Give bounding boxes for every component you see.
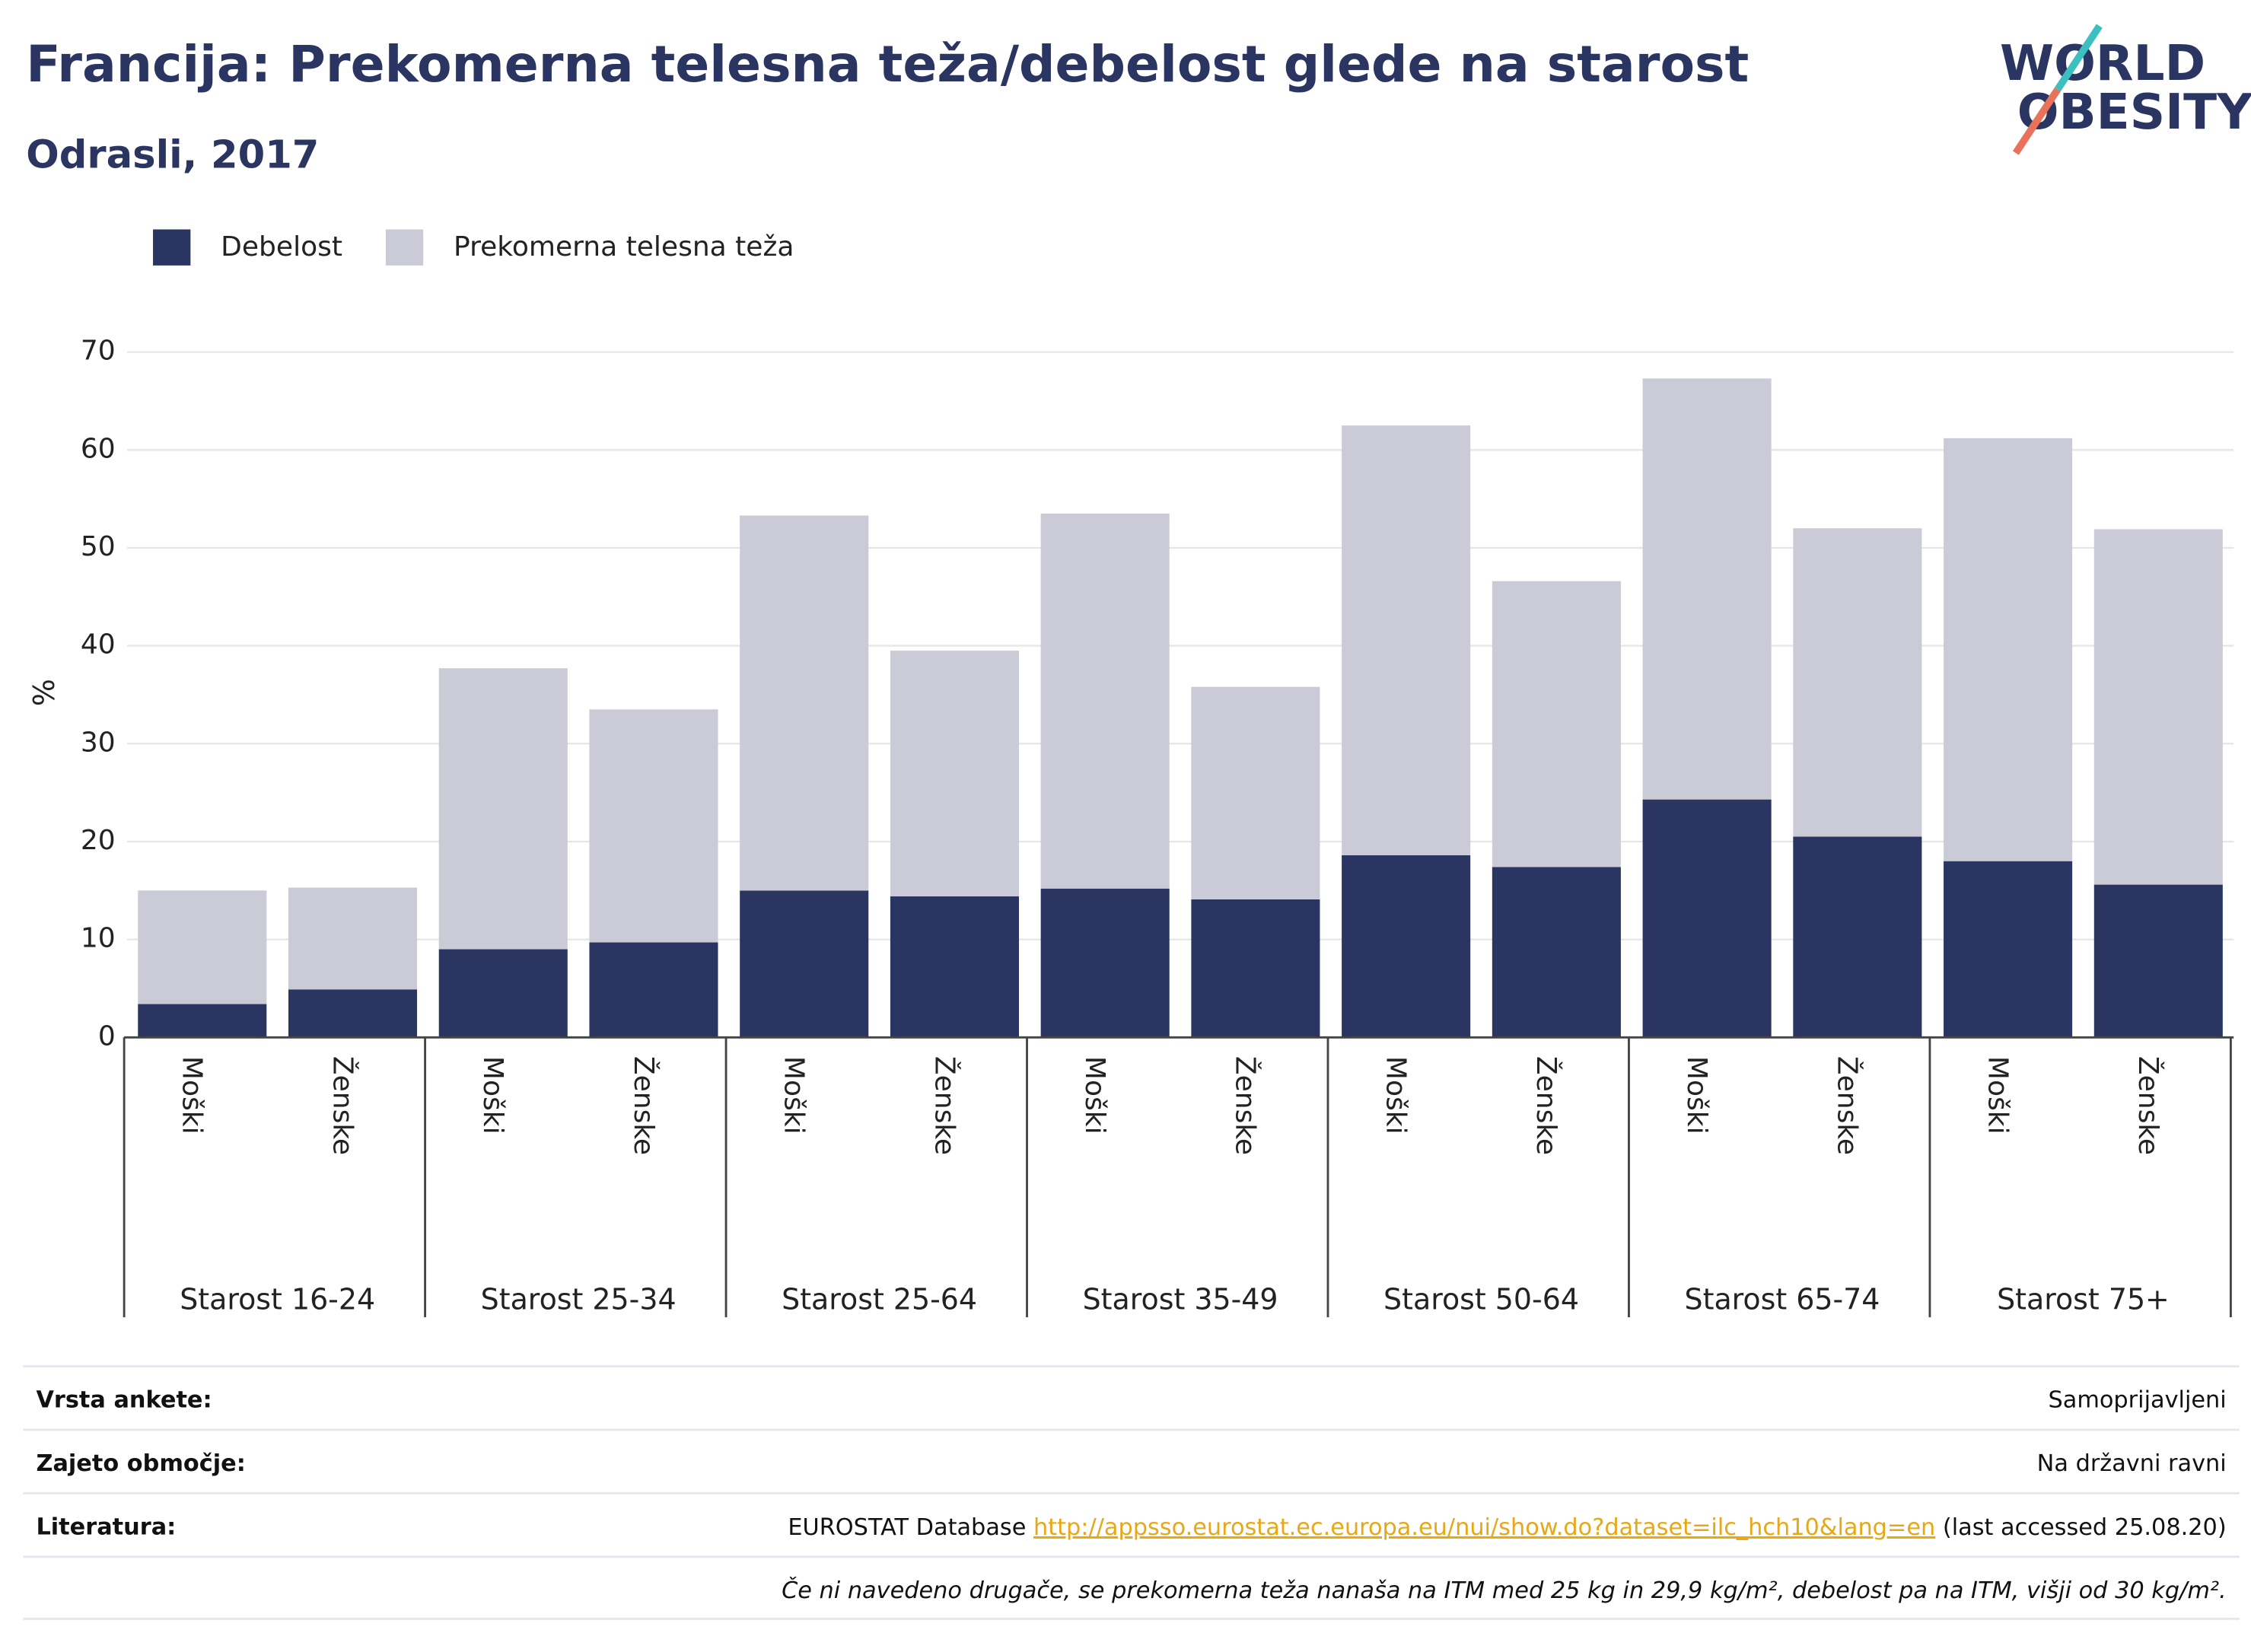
legend-label: Debelost (221, 231, 342, 263)
y-tick-label: 70 (81, 336, 116, 367)
group-label: Starost 75+ (1997, 1283, 2170, 1316)
bar-segment (1040, 888, 1170, 1038)
bar-segment (589, 942, 718, 1038)
group-label: Starost 25-64 (782, 1283, 977, 1316)
source-link[interactable]: http://appsso.eurostat.ec.europa.eu/nui/… (1033, 1514, 1935, 1540)
y-tick-label: 30 (81, 727, 116, 758)
logo-slash-top (2054, 24, 2103, 92)
bar-segment (1342, 425, 1471, 855)
y-tick-label: 20 (81, 825, 116, 856)
bar-segment (1492, 581, 1621, 867)
footer-value: Na državni ravni (2037, 1450, 2227, 1477)
x-tick-label: Ženske (1832, 1056, 1864, 1155)
bar-segment (1793, 528, 1922, 837)
bar-segment (589, 709, 718, 943)
bar-segment (1492, 867, 1621, 1038)
x-tick-label: Ženske (628, 1056, 660, 1155)
x-tick-label: Moški (1681, 1056, 1712, 1135)
bar-segment (438, 949, 568, 1038)
x-tick-label: Moški (477, 1056, 508, 1135)
bar-segment (138, 1004, 267, 1038)
logo-line1: WORLD (2000, 35, 2205, 92)
bar-segment (890, 651, 1019, 897)
logo-slash-bottom (2012, 87, 2061, 155)
group-label: Starost 25-34 (481, 1283, 677, 1316)
group-label: Starost 50-64 (1383, 1283, 1579, 1316)
y-tick-label: 10 (81, 923, 116, 954)
x-tick-label: Moški (778, 1056, 810, 1135)
logo: WORLD OBESITY (2000, 24, 2251, 155)
group-label: Starost 65-74 (1685, 1283, 1880, 1316)
x-tick-label: Ženske (2132, 1056, 2164, 1155)
chart-subtitle: Odrasli, 2017 (26, 132, 319, 178)
bar-segment (1191, 686, 1320, 899)
y-axis-label: % (27, 679, 61, 706)
bar-segment (288, 989, 418, 1038)
x-tick-label: Moški (177, 1056, 208, 1135)
bar-segment (1191, 899, 1320, 1038)
bar-segment (2093, 884, 2223, 1038)
y-tick-label: 40 (81, 629, 116, 660)
legend-swatch (153, 229, 191, 266)
footer-note: Če ni navedeno drugače, se prekomerna te… (782, 1576, 2227, 1604)
bar-segment (438, 668, 568, 950)
bar-segment (1342, 855, 1471, 1038)
chart-title: Francija: Prekomerna telesna teža/debelo… (26, 34, 1749, 94)
y-tick-label: 50 (81, 531, 116, 562)
bar-segment (890, 896, 1019, 1038)
footer-source: EUROSTAT Database http://appsso.eurostat… (788, 1514, 2226, 1540)
footer-label: Vrsta ankete: (36, 1387, 212, 1414)
bar-segment (1944, 861, 2073, 1038)
x-tick-label: Ženske (1530, 1056, 1562, 1155)
bar-segment (2093, 529, 2223, 885)
footer-label: Literatura: (36, 1514, 176, 1540)
x-tick-label: Ženske (1230, 1056, 1262, 1155)
x-tick-label: Ženske (326, 1056, 358, 1155)
x-tick-label: Moški (1982, 1056, 2013, 1135)
bar-segment (1040, 513, 1170, 889)
x-tick-label: Ženske (928, 1056, 960, 1155)
y-tick-label: 0 (98, 1020, 116, 1052)
bar-segment (1642, 799, 1772, 1038)
footer-value: Samoprijavljeni (2048, 1387, 2226, 1414)
x-tick-label: Moški (1079, 1056, 1110, 1135)
bar-segment (1793, 836, 1922, 1038)
legend-swatch (385, 229, 424, 266)
footer-label: Zajeto območje: (36, 1450, 245, 1477)
x-tick-label: Moški (1380, 1056, 1411, 1135)
group-label: Starost 16-24 (180, 1283, 375, 1316)
bar-segment (1944, 438, 2073, 861)
bar-segment (288, 887, 418, 990)
source-prefix: EUROSTAT Database (788, 1514, 1026, 1540)
group-label: Starost 35-49 (1083, 1283, 1278, 1316)
bar-segment (138, 890, 267, 1004)
source-suffix: (last accessed 25.08.20) (1943, 1514, 2227, 1540)
legend-label: Prekomerna telesna teža (454, 231, 794, 263)
bar-segment (740, 890, 869, 1038)
y-tick-label: 60 (81, 433, 116, 464)
bar-segment (740, 515, 869, 891)
bar-segment (1642, 378, 1772, 800)
